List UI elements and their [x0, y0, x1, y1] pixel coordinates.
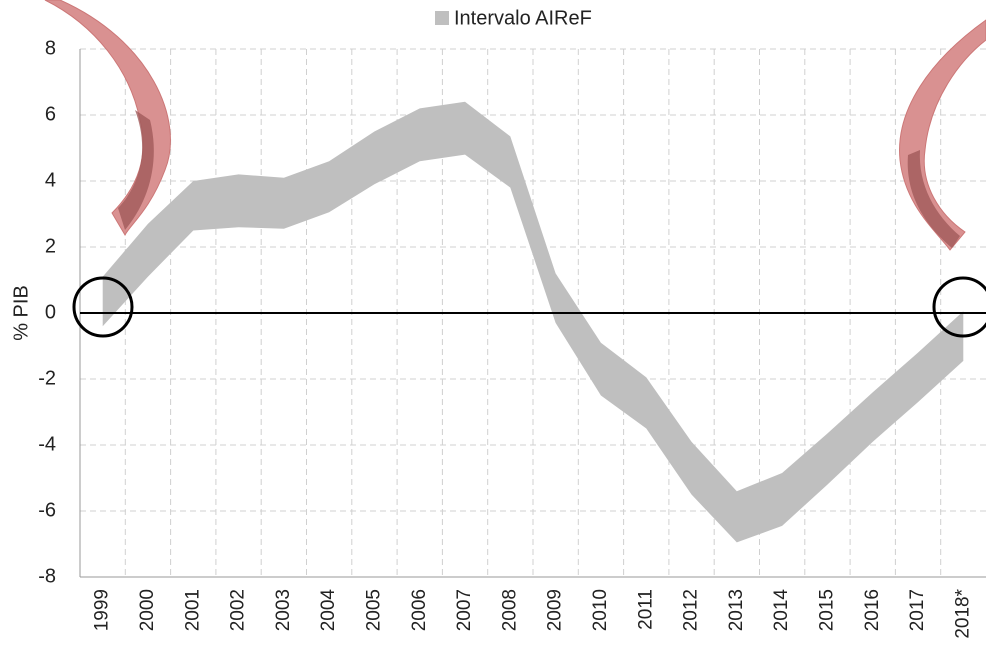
plot-area: -8 -6 -4 -2 0 2 4 6 8 1999 2000 2001 2002 2003 2004 200… — [38, 37, 986, 639]
arrow-annotation — [44, 0, 171, 237]
x-tick-label: 2008 — [499, 589, 520, 631]
circle-annotation — [932, 276, 986, 338]
y-tick-label: -4 — [38, 433, 56, 455]
x-tick-label: 2013 — [726, 589, 747, 631]
y-tick-label: 6 — [45, 103, 56, 125]
x-tick-label: 2004 — [318, 589, 339, 632]
x-tick-label: 2012 — [681, 589, 702, 631]
y-tick-label: 8 — [45, 37, 56, 59]
x-tick-label: 2005 — [363, 589, 384, 631]
circle-annotation — [72, 276, 134, 338]
x-tick-label: 2015 — [816, 589, 837, 631]
x-tick-label: 2017 — [907, 589, 928, 631]
x-tick-label: 2010 — [590, 589, 611, 631]
x-tick-label: 2007 — [454, 589, 475, 631]
legend-swatch — [435, 11, 449, 25]
x-tick-label: 2006 — [409, 589, 430, 631]
x-tick-label: 1999 — [92, 589, 113, 631]
y-tick-label: -6 — [38, 499, 56, 521]
arrow-annotation — [118, 110, 154, 230]
x-tick-label: 2001 — [182, 589, 203, 631]
y-axis-label: % PIB — [10, 285, 32, 341]
y-tick-label: 2 — [45, 235, 56, 257]
y-tick-label: -2 — [38, 367, 56, 389]
x-tick-label: 2002 — [228, 589, 249, 631]
annotations — [44, 0, 986, 338]
x-tick-label: 2009 — [545, 589, 566, 631]
legend-label: Intervalo AIReF — [454, 7, 592, 29]
arrow-annotation — [907, 150, 960, 248]
range-band — [102, 101, 964, 543]
arrow-annotation — [899, 19, 986, 251]
x-tick-label: 2000 — [137, 589, 158, 631]
x-tick-label: 2011 — [635, 589, 656, 630]
y-tick-label: 4 — [45, 169, 56, 191]
x-tick-label: 2018* — [952, 588, 973, 638]
y-tick-label: -8 — [38, 565, 56, 587]
x-tick-label: 2014 — [771, 589, 792, 632]
x-tick-label: 2003 — [273, 589, 294, 631]
y-tick-label: 0 — [45, 301, 56, 323]
x-tick-label: 2016 — [862, 589, 883, 631]
